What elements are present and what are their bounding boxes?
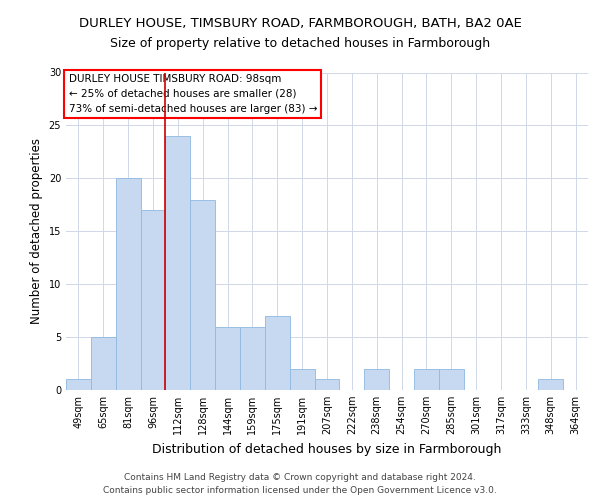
Bar (140, 210, 166, 390)
Bar (439, 369, 464, 390)
Bar (290, 369, 314, 390)
Bar (314, 380, 340, 390)
Text: DURLEY HOUSE, TIMSBURY ROAD, FARMBOROUGH, BATH, BA2 0AE: DURLEY HOUSE, TIMSBURY ROAD, FARMBOROUGH… (79, 18, 521, 30)
Bar (215, 326, 240, 390)
X-axis label: Distribution of detached houses by size in Farmborough: Distribution of detached houses by size … (152, 442, 502, 456)
Bar (364, 369, 389, 390)
Bar (190, 200, 215, 390)
Bar (265, 316, 290, 390)
Bar (240, 326, 265, 390)
Text: DURLEY HOUSE TIMSBURY ROAD: 98sqm
← 25% of detached houses are smaller (28)
73% : DURLEY HOUSE TIMSBURY ROAD: 98sqm ← 25% … (68, 74, 317, 114)
Text: Size of property relative to detached houses in Farmborough: Size of property relative to detached ho… (110, 38, 490, 51)
Bar (116, 178, 140, 390)
Bar (414, 369, 439, 390)
Bar (66, 380, 91, 390)
Y-axis label: Number of detached properties: Number of detached properties (30, 138, 43, 324)
Bar (91, 337, 116, 390)
Bar (538, 380, 563, 390)
Bar (166, 136, 190, 390)
Text: Contains HM Land Registry data © Crown copyright and database right 2024.
Contai: Contains HM Land Registry data © Crown c… (103, 474, 497, 495)
